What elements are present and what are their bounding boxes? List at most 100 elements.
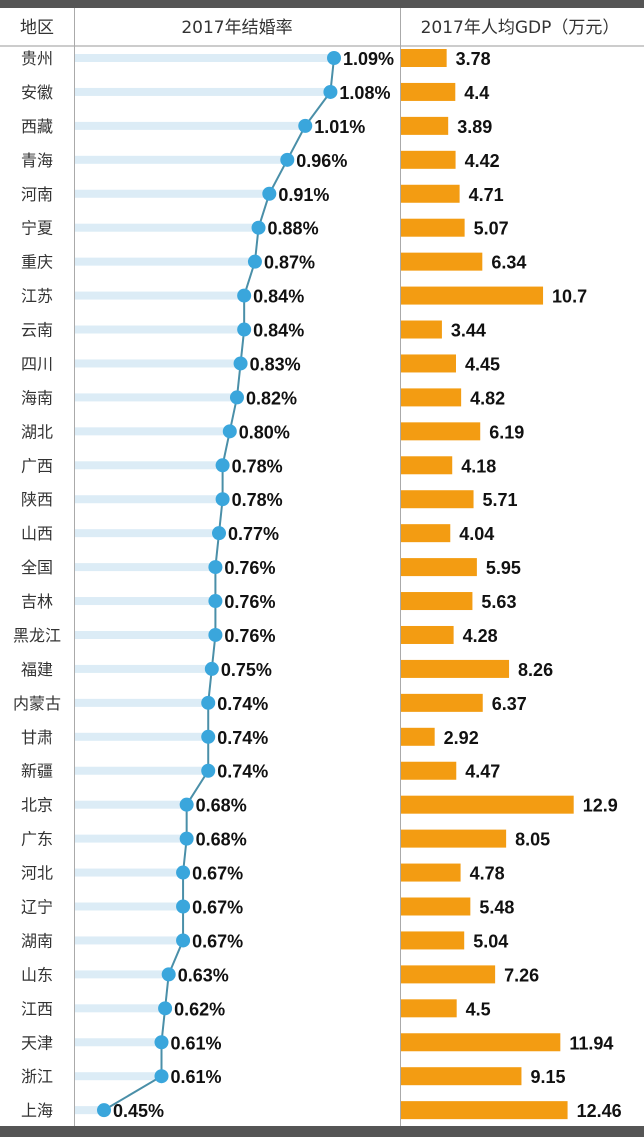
marriage-point <box>327 51 342 65</box>
marriage-point <box>204 661 219 676</box>
marriage-point <box>179 831 194 846</box>
marriage-track <box>75 597 216 606</box>
region-label: 天津 <box>21 1033 53 1052</box>
marriage-label: 0.84% <box>253 287 304 307</box>
gdp-label: 4.28 <box>463 626 498 646</box>
marriage-point <box>262 186 277 201</box>
marriage-point <box>229 390 244 405</box>
gdp-label: 9.15 <box>530 1067 565 1087</box>
gdp-label: 4.78 <box>470 864 505 884</box>
gdp-bar <box>401 829 507 848</box>
gdp-label: 3.89 <box>457 117 492 137</box>
marriage-point <box>208 627 223 642</box>
region-label: 重庆 <box>21 253 53 272</box>
region-label: 云南 <box>21 321 53 340</box>
marriage-label: 0.80% <box>239 422 290 442</box>
marriage-point <box>201 763 216 778</box>
gdp-bar <box>401 456 453 475</box>
region-label: 河北 <box>21 864 53 883</box>
gdp-label: 6.19 <box>489 422 524 442</box>
marriage-label: 0.76% <box>224 626 275 646</box>
gdp-bar <box>401 388 462 407</box>
marriage-label: 0.91% <box>278 185 329 205</box>
marriage-track <box>75 563 216 572</box>
marriage-point <box>208 594 223 609</box>
marriage-track <box>75 664 212 673</box>
marriage-point <box>233 356 248 371</box>
marriage-point <box>247 254 262 269</box>
gdp-label: 4.82 <box>470 388 505 408</box>
marriage-track <box>75 495 223 504</box>
gdp-label: 4.5 <box>466 999 491 1019</box>
region-label: 上海 <box>21 1101 53 1120</box>
marriage-track <box>75 223 259 232</box>
marriage-point <box>179 797 194 812</box>
marriage-point <box>201 695 216 710</box>
marriage-point <box>298 118 313 133</box>
region-label: 辽宁 <box>21 898 53 917</box>
gdp-bar <box>401 490 474 509</box>
marriage-label: 0.87% <box>264 253 315 273</box>
marriage-track <box>75 257 255 266</box>
top-band <box>0 0 644 8</box>
marriage-point <box>323 84 338 99</box>
marriage-track <box>75 54 335 62</box>
marriage-track <box>75 800 187 809</box>
gdp-bar <box>401 320 442 339</box>
region-label: 四川 <box>21 354 53 373</box>
marriage-point <box>176 933 191 948</box>
marriage-label: 0.76% <box>224 558 275 578</box>
gdp-bar <box>401 897 471 916</box>
marriage-point <box>237 288 252 303</box>
marriage-track <box>75 698 209 707</box>
gdp-label: 4.18 <box>461 456 496 476</box>
region-label: 黑龙江 <box>13 626 61 645</box>
marriage-track <box>75 393 237 402</box>
gdp-label: 3.78 <box>456 49 491 69</box>
gdp-label: 10.7 <box>552 287 587 307</box>
region-label: 湖北 <box>21 422 53 441</box>
region-label: 全国 <box>21 558 53 577</box>
gdp-bar <box>401 999 457 1018</box>
marriage-track <box>75 325 245 334</box>
marriage-track <box>75 291 245 300</box>
marriage-label: 0.82% <box>246 388 297 408</box>
region-label: 安徽 <box>21 83 53 102</box>
region-label: 山西 <box>21 524 53 543</box>
marriage-track <box>75 630 216 639</box>
marriage-track <box>75 1038 162 1047</box>
marriage-label: 0.61% <box>171 1033 222 1053</box>
gdp-bar <box>401 218 465 237</box>
marriage-point <box>176 865 191 880</box>
gdp-label: 2.92 <box>444 728 479 748</box>
marriage-point <box>97 1103 111 1118</box>
header-region: 地区 <box>20 18 54 38</box>
region-label: 陕西 <box>21 490 53 509</box>
marriage-point <box>158 1001 173 1016</box>
region-label: 湖南 <box>21 931 53 950</box>
gdp-label: 4.42 <box>465 151 500 171</box>
gdp-bar <box>401 524 451 543</box>
marriage-point <box>176 899 191 914</box>
marriage-label: 0.74% <box>217 694 268 714</box>
region-label: 内蒙古 <box>13 694 61 713</box>
gdp-label: 5.71 <box>483 490 518 510</box>
region-label: 宁夏 <box>21 219 53 238</box>
marriage-label: 0.84% <box>253 321 304 341</box>
region-label: 西藏 <box>21 117 53 136</box>
marriage-track <box>75 732 209 741</box>
gdp-bar <box>401 592 473 611</box>
marriage-label: 0.74% <box>217 728 268 748</box>
gdp-label: 6.34 <box>491 253 526 273</box>
gdp-bar <box>401 286 544 305</box>
marriage-track <box>75 766 209 775</box>
gdp-label: 4.71 <box>469 185 504 205</box>
marriage-track <box>75 1004 166 1013</box>
marriage-label: 0.78% <box>232 456 283 476</box>
region-label: 广东 <box>21 830 53 849</box>
marriage-point <box>201 729 216 744</box>
marriage-track <box>75 461 223 470</box>
marriage-label: 0.74% <box>217 762 268 782</box>
gdp-label: 7.26 <box>504 965 539 985</box>
